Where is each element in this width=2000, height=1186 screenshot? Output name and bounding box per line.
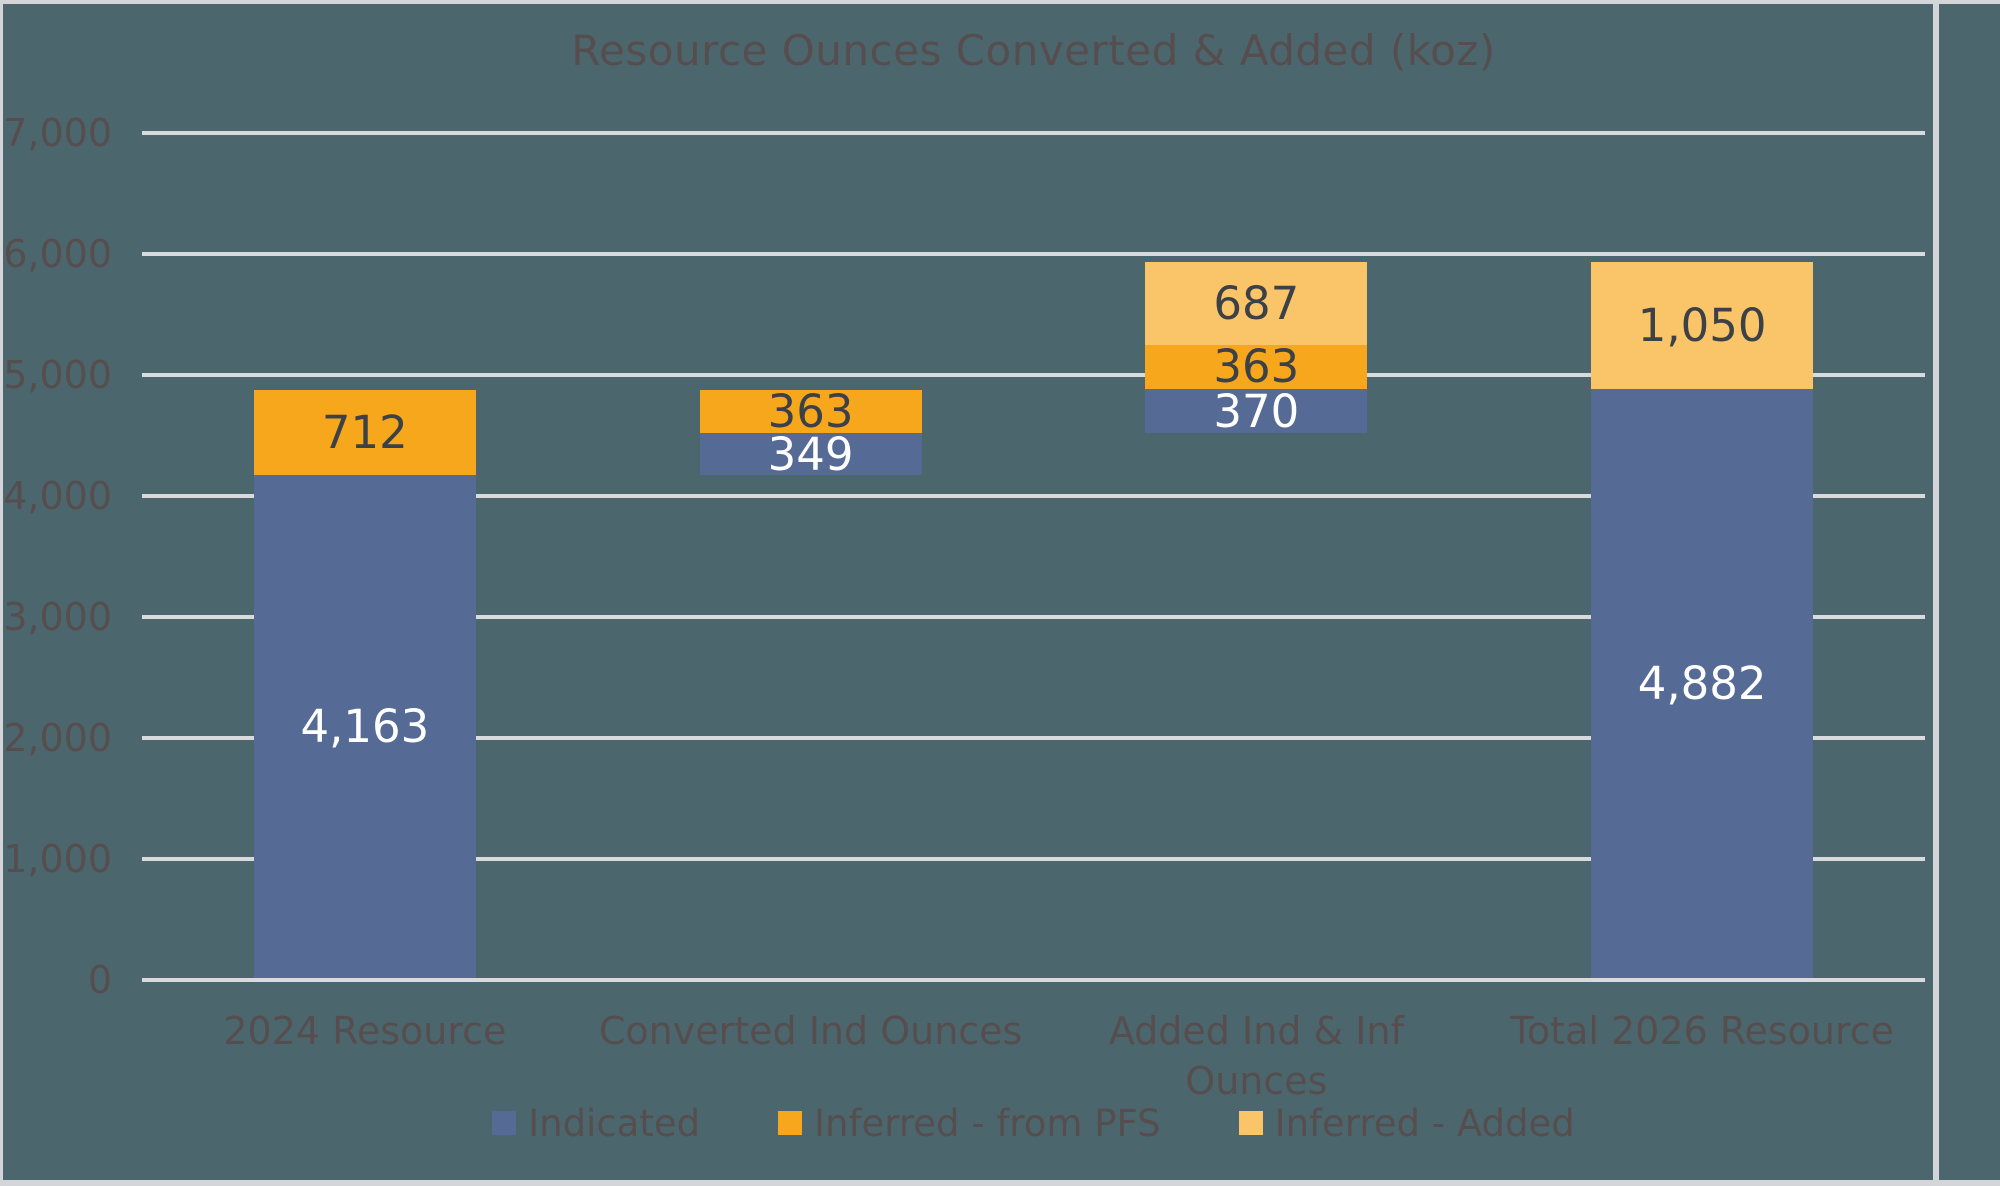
legend-item: Indicated [492,1102,700,1145]
cell-border-bottom [0,1180,2000,1186]
bar-value-label: 363 [767,384,854,438]
y-axis-tick-label: 4,000 [3,474,112,518]
gridline [142,494,1925,498]
legend: Indicated Inferred - from PFS Inferred - A… [142,1098,1925,1148]
bar-segment: 363 [1145,340,1368,393]
legend-swatch [778,1111,803,1135]
bar-segment: 363 [699,385,922,438]
bar-value-label: 4,882 [1637,656,1767,710]
gridline [142,978,1925,982]
bar-segment: 687 [1145,261,1368,345]
bar-value-label: 687 [1213,276,1300,330]
legend-swatch [492,1111,517,1135]
legend-swatch [1238,1111,1263,1135]
bar-value-label: 349 [767,427,854,481]
y-axis-tick-label: 2,000 [3,716,112,760]
bar-segment: 712 [253,389,476,476]
bar-segment: 4,882 [1591,388,1814,978]
gridline [142,857,1925,861]
y-axis-tick-label: 5,000 [3,353,112,397]
legend-label: Inferred - from PFS [814,1101,1161,1145]
y-axis-tick-label: 1,000 [3,837,112,881]
gridline [142,252,1925,256]
legend-label: Inferred - Added [1274,1101,1575,1145]
bar-value-label: 363 [1213,340,1300,394]
chart-title: Resource Ounces Converted & Added (koz) [571,26,1496,75]
legend-item: Inferred - from PFS [778,1102,1161,1145]
cell-border-right-divider [1933,0,1939,1186]
y-axis-tick-label: 6,000 [3,232,112,276]
gridline [142,736,1925,740]
bar-segment: 4,163 [253,475,476,978]
bar-segment: 370 [1145,385,1368,438]
bar-value-label: 712 [321,405,408,459]
cell-border-left [0,0,3,1186]
gridline [142,373,1925,377]
bar-value-label: 370 [1213,384,1300,438]
x-axis-category-label: 2024 Resource [223,1009,507,1053]
x-axis-category-label: Added Ind & Inf Ounces [1108,1009,1404,1103]
y-axis-tick-label: 3,000 [3,595,112,639]
bar-segment: 349 [699,428,922,481]
x-axis-category-label: Converted Ind Ounces [598,1009,1023,1053]
gridline [142,615,1925,619]
legend-item: Inferred - Added [1238,1101,1575,1145]
y-axis-tick-label: 0 [87,958,112,1002]
bar-value-label: 1,050 [1637,298,1767,352]
gridline [142,131,1925,135]
legend-label: Indicated [528,1101,701,1145]
y-axis-tick-label: 7,000 [3,111,112,155]
cell-border-top [0,0,2000,4]
bar-value-label: 4,163 [300,700,430,754]
x-axis-category-label: Total 2026 Resource [1510,1009,1895,1053]
bar-segment: 1,050 [1591,261,1814,389]
